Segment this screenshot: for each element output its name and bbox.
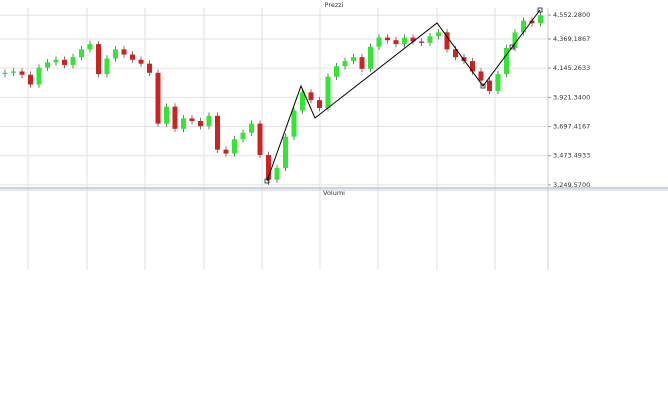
price-grid (0, 14, 548, 186)
candle-body (317, 100, 322, 108)
candle-body (113, 49, 118, 59)
candle-body (240, 132, 246, 140)
candle-body (487, 80, 492, 92)
candle-body (45, 62, 50, 68)
y-tick-label: 4,145.2633 (553, 64, 590, 72)
candle-body (70, 57, 76, 65)
candle-body (368, 46, 373, 69)
candle-body (436, 32, 441, 37)
candle-body (155, 72, 161, 124)
y-axis: 4,552.2800 4,369.1867 4,145.2633 3,921.3400… (548, 11, 590, 189)
candle-body (308, 92, 314, 101)
candle-body (104, 58, 110, 75)
candles (2, 11, 543, 185)
candle-body (427, 36, 433, 43)
candle-body (495, 74, 501, 92)
candle-body (11, 71, 16, 73)
candle-body (274, 167, 280, 180)
candle-body (538, 15, 543, 24)
candle-body (130, 54, 135, 60)
candle-body (300, 92, 305, 111)
candle-body (147, 63, 152, 73)
candle-body (342, 61, 348, 67)
anchor-point (264, 178, 270, 184)
candle-body (419, 41, 424, 43)
y-tick-label: 4,369.1867 (553, 35, 590, 43)
trend-drawing (264, 7, 543, 184)
y-tick-label: 4,552.2800 (553, 11, 590, 19)
candle-body (189, 118, 195, 122)
candle-body (215, 115, 220, 150)
candle-body (2, 72, 8, 75)
candle-body (79, 49, 84, 58)
candle-body (36, 67, 42, 85)
y-tick-label: 3,473.4933 (553, 152, 590, 160)
candle-body (87, 44, 93, 50)
candle-body (291, 110, 297, 137)
candle-body (334, 66, 339, 77)
candle-body (461, 57, 467, 62)
volume-panel-title: Volumi (323, 189, 345, 197)
candle-body (385, 37, 390, 41)
trend-line (266, 9, 541, 182)
anchor-point (509, 44, 515, 50)
candle-body (521, 20, 526, 33)
anchor-point (480, 83, 486, 89)
candle-body (62, 59, 67, 65)
candle-body (351, 57, 356, 62)
candle-body (53, 59, 59, 63)
candle-body (393, 40, 399, 45)
candle-body (121, 49, 127, 55)
candle-body (232, 139, 237, 154)
candle-body (249, 123, 254, 133)
y-tick-label: 3,249.5700 (553, 181, 590, 189)
candle-body (402, 37, 407, 45)
price-panel-title: Prezzi (325, 1, 344, 9)
candle-body (504, 48, 509, 75)
candle-body (198, 121, 203, 127)
candle-body (172, 106, 178, 129)
candle-body (181, 118, 186, 129)
time-grid (27, 8, 496, 270)
candle-body (512, 32, 518, 49)
candle-body (453, 49, 458, 58)
candle-body (96, 44, 101, 75)
candle-body (376, 37, 382, 47)
candle-body (325, 76, 331, 108)
y-tick-label: 3,697.4167 (553, 123, 590, 131)
candle-body (283, 136, 288, 168)
candle-body (410, 37, 416, 42)
candle-body (257, 123, 263, 155)
candle-body (138, 59, 144, 64)
candle-body (470, 61, 475, 72)
candle-body (164, 106, 169, 124)
y-tick-label: 3,921.3400 (553, 93, 590, 101)
candle-body (206, 115, 212, 127)
candle-body (529, 20, 535, 24)
candle-body (19, 71, 25, 75)
candle-body (478, 71, 484, 81)
candle-body (266, 154, 271, 180)
candle-body (444, 32, 450, 50)
candle-body (28, 74, 33, 85)
candle-body (223, 149, 229, 154)
anchor-point (537, 7, 543, 13)
candle-body (359, 57, 365, 69)
